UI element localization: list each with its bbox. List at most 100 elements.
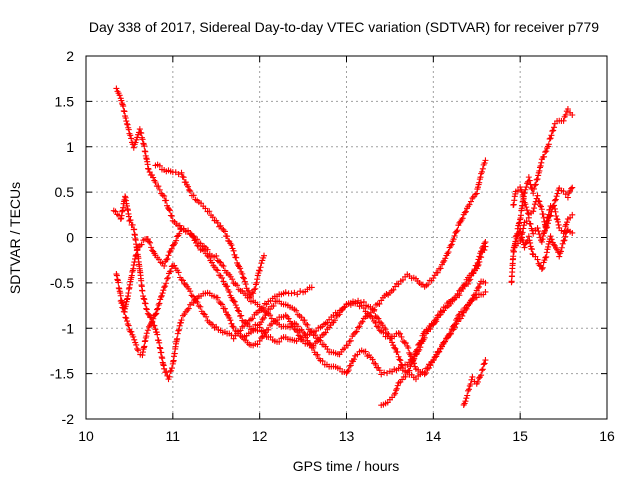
data-point (267, 333, 274, 340)
data-point (462, 307, 469, 314)
data-point (168, 245, 175, 252)
x-tick-label: 11 (166, 428, 181, 444)
data-point (173, 237, 180, 244)
data-point (551, 205, 558, 212)
data-point (135, 347, 142, 354)
data-point (561, 228, 568, 235)
data-point (391, 344, 398, 351)
data-point (118, 97, 125, 104)
data-point (373, 314, 380, 321)
data-point (122, 314, 129, 321)
data-point (181, 280, 188, 287)
data-point (362, 348, 369, 355)
data-point (233, 254, 240, 261)
data-point (161, 193, 168, 200)
data-point (534, 176, 541, 183)
data-point (191, 237, 198, 244)
data-point (470, 269, 477, 276)
data-point (448, 241, 455, 248)
data-point (156, 339, 163, 346)
data-point (260, 304, 267, 311)
y-tick-label: 0.5 (55, 184, 75, 200)
data-point (552, 196, 559, 203)
data-point (117, 292, 124, 299)
data-point (360, 305, 367, 312)
data-point (150, 174, 157, 181)
series-track-k (510, 225, 576, 273)
data-point (121, 308, 128, 315)
data-point (536, 262, 543, 269)
data-point (251, 286, 258, 293)
data-point (324, 346, 331, 353)
data-point (462, 398, 469, 405)
data-point (234, 307, 241, 314)
data-point (136, 126, 143, 133)
data-point (538, 266, 545, 273)
data-point (229, 276, 236, 283)
data-point (531, 185, 538, 192)
data-point (293, 307, 300, 314)
data-point (347, 337, 354, 344)
data-point (471, 266, 478, 273)
data-point (220, 263, 227, 270)
data-point (120, 103, 127, 110)
data-point (356, 323, 363, 330)
data-point (376, 327, 383, 334)
data-point (257, 264, 264, 271)
data-point (360, 298, 367, 305)
data-point (156, 162, 163, 169)
data-point (482, 239, 489, 246)
data-point (226, 288, 233, 295)
data-point (474, 184, 481, 191)
data-point (372, 319, 379, 326)
data-point (468, 376, 475, 383)
data-point (369, 356, 376, 363)
data-point (291, 326, 298, 333)
data-point (121, 108, 128, 115)
data-point (168, 365, 175, 372)
data-point (528, 184, 535, 191)
data-point (537, 162, 544, 169)
data-point (534, 192, 541, 199)
data-point (372, 360, 379, 367)
data-point (538, 206, 545, 213)
data-point (219, 225, 226, 232)
data-point (161, 365, 168, 372)
data-point (441, 338, 448, 345)
data-point (304, 321, 311, 328)
data-point (439, 341, 446, 348)
data-point (152, 179, 159, 186)
data-point (124, 321, 131, 328)
data-point (466, 277, 473, 284)
data-point (336, 365, 343, 372)
data-point (165, 274, 172, 281)
data-point (427, 362, 434, 369)
data-point (522, 201, 529, 208)
data-point (347, 362, 354, 369)
data-point (180, 174, 187, 181)
data-point (527, 220, 534, 227)
data-point (523, 218, 530, 225)
data-point (258, 260, 265, 267)
data-point (375, 324, 382, 331)
data-point (123, 315, 130, 322)
data-point (481, 360, 488, 367)
data-point (395, 353, 402, 360)
data-point (242, 281, 249, 288)
data-point (425, 281, 432, 288)
data-point (250, 325, 257, 332)
data-point (115, 279, 122, 286)
data-point (254, 327, 261, 334)
y-tick-label: 1.5 (55, 93, 75, 109)
data-point (353, 328, 360, 335)
data-point (239, 270, 246, 277)
series-track-b (152, 161, 268, 300)
data-point (541, 227, 548, 234)
data-point (174, 335, 181, 342)
data-point (156, 300, 163, 307)
data-point (535, 172, 542, 179)
data-point (456, 292, 463, 299)
data-point (138, 241, 145, 248)
data-point (195, 243, 202, 250)
data-point (465, 280, 472, 287)
